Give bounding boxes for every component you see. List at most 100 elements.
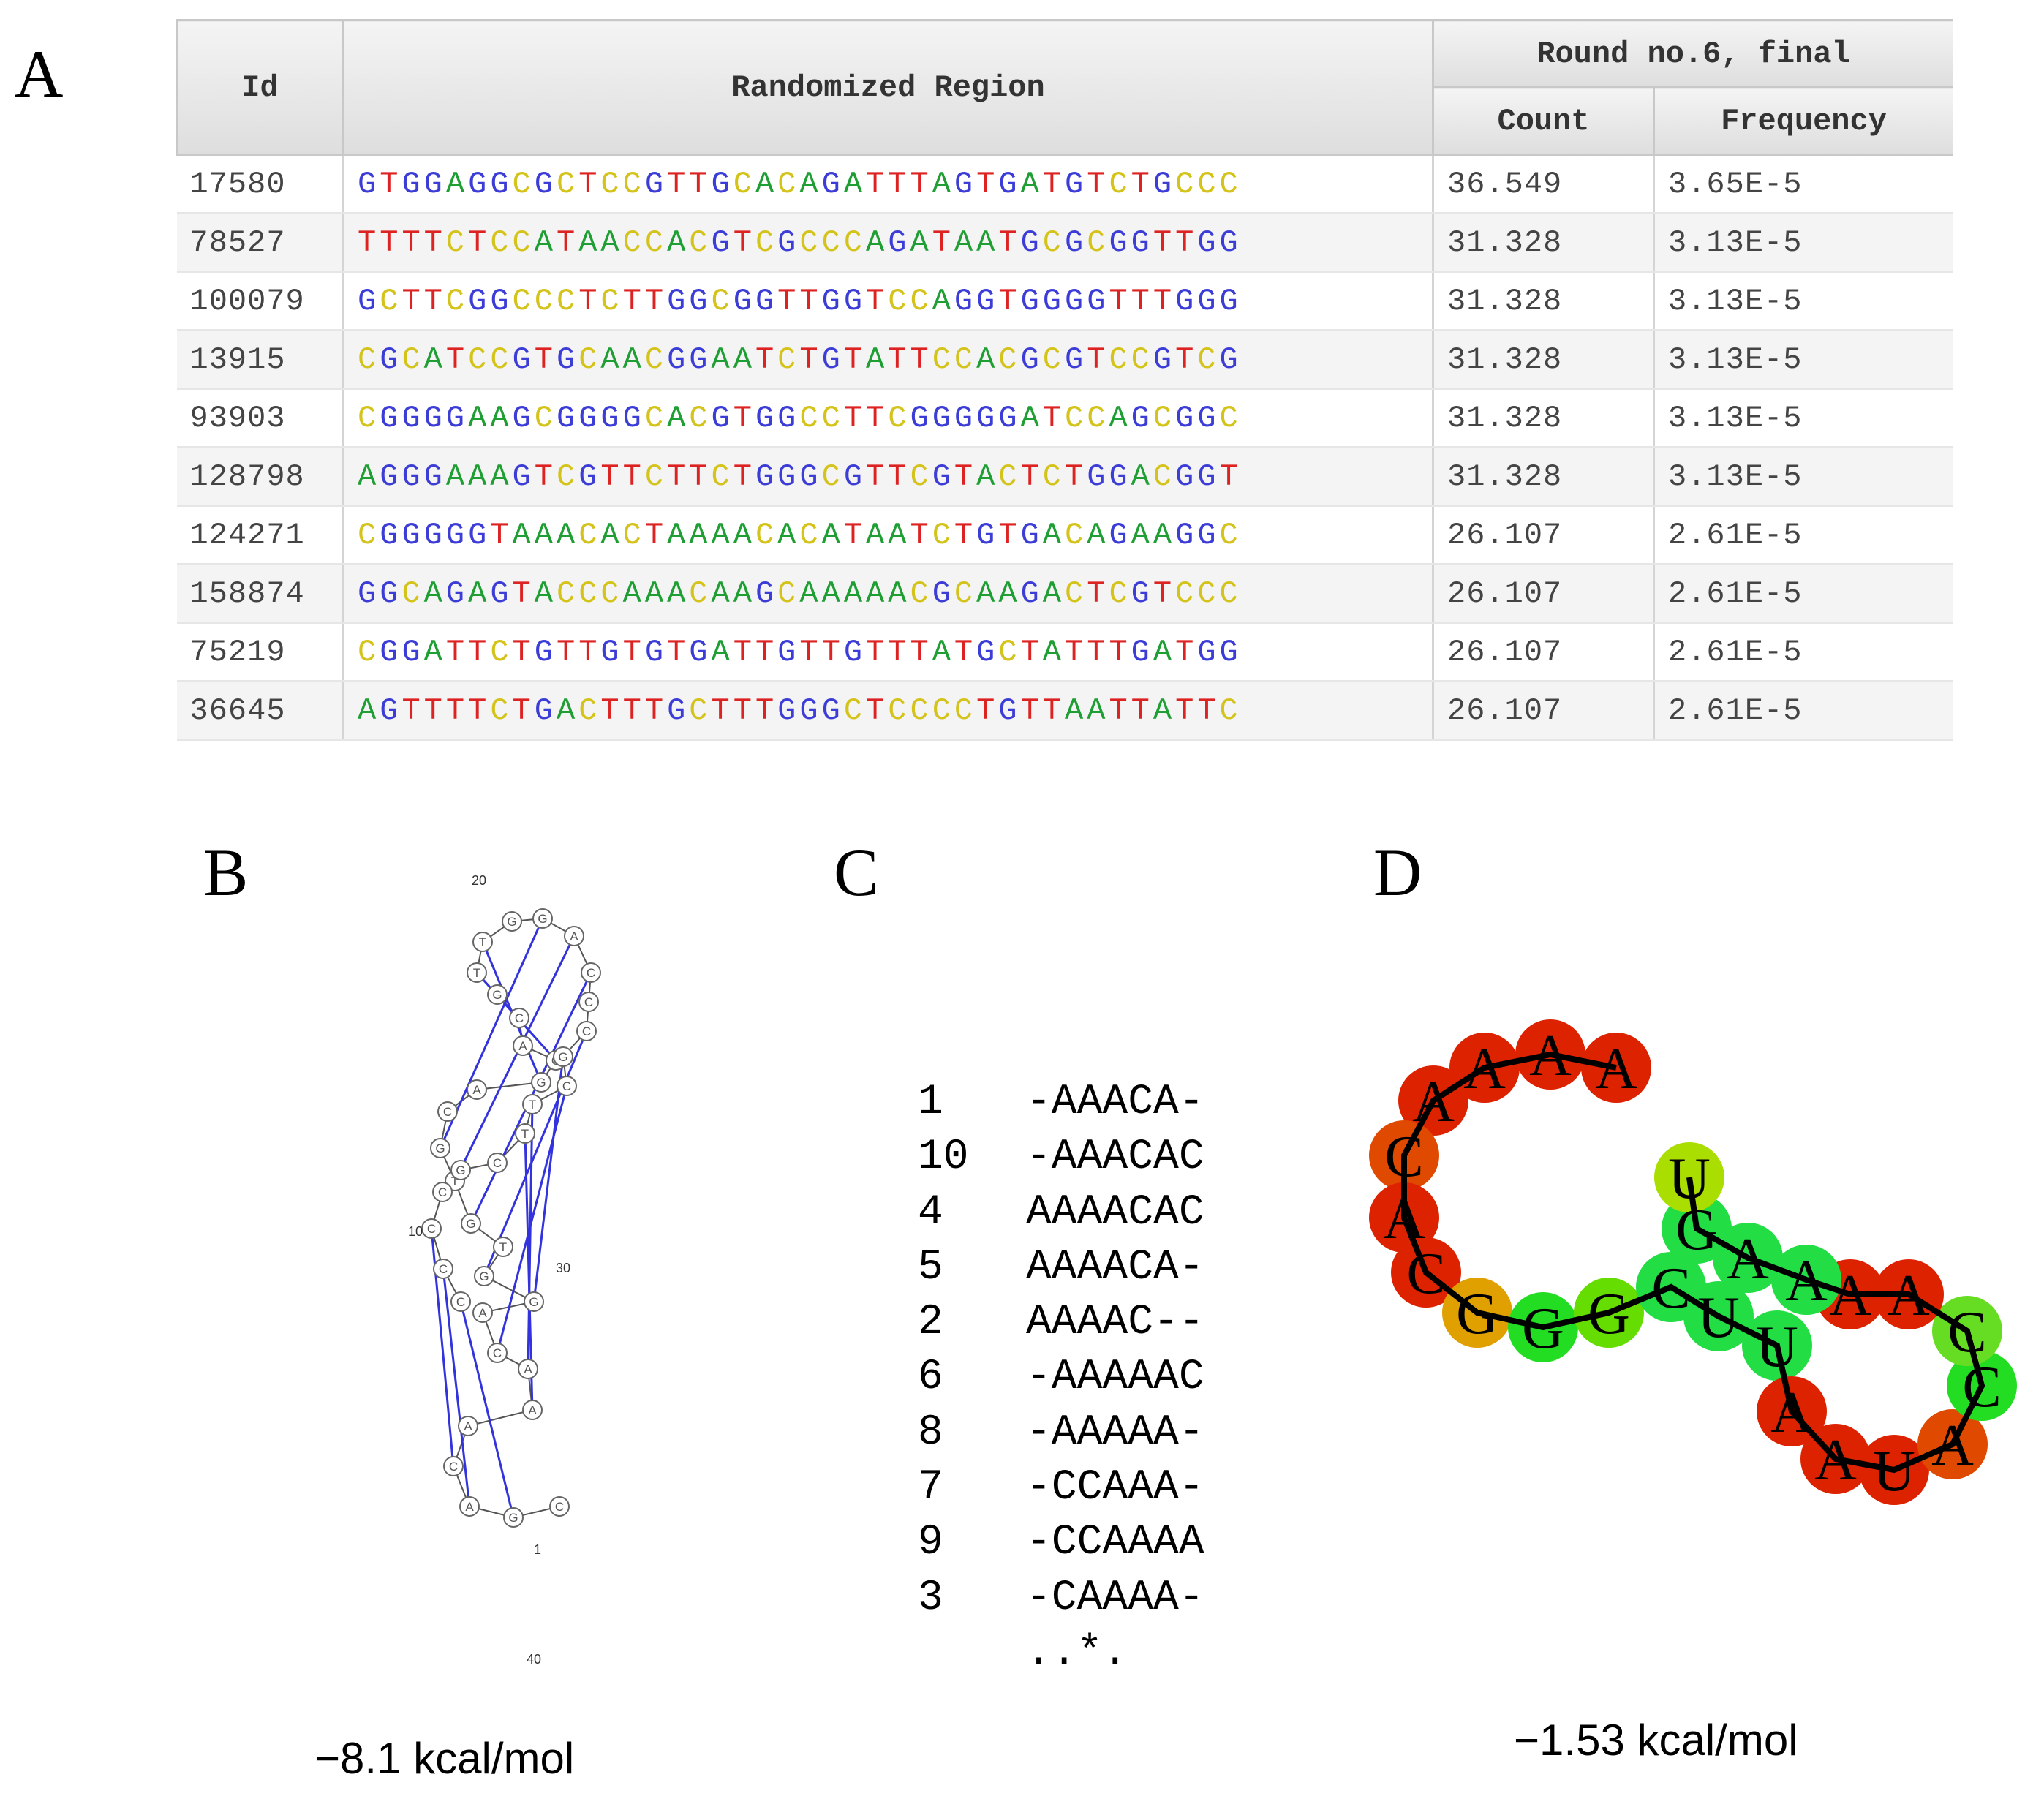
cell-id: 17580	[176, 154, 344, 214]
nucleotide-letter: A	[1383, 1187, 1425, 1251]
nucleotide-node: C	[557, 1076, 577, 1096]
cell-count: 31.328	[1433, 447, 1655, 507]
nucleotide-node: C	[578, 992, 599, 1012]
svg-text:G: G	[529, 1295, 538, 1309]
cell-frequency: 2.61E-5	[1653, 622, 1953, 682]
nucleotide-letter: A	[1412, 1070, 1455, 1134]
svg-text:C: C	[443, 1105, 452, 1119]
svg-text:A: A	[518, 1039, 527, 1053]
index-label: 1	[534, 1542, 541, 1557]
svg-text:T: T	[529, 1098, 536, 1112]
svg-text:T: T	[499, 1240, 507, 1254]
table-row[interactable]: 17580 GTGGAGGCGCTCCGTTGCACAGATTTAGTGATGTC…	[176, 154, 1953, 214]
table-row[interactable]: 78527 TTTTCTCCATAACCACGTCGCCCAGATAATGCGCG…	[176, 213, 1953, 273]
column-header-randomized-region[interactable]: Randomized Region	[342, 19, 1434, 156]
table-row[interactable]: 13915 CGCATCCGTGCAACGGAATCTGTATTCCACGCGTC…	[176, 330, 1953, 390]
svg-text:A: A	[528, 1403, 537, 1417]
nucleotide-node: A	[458, 1416, 478, 1436]
cell-randomized-region: CGGATTCTGTTGTGTGATTGTTGTTTATGCTATTTGATGG	[343, 622, 1434, 682]
svg-text:G: G	[479, 1270, 489, 1283]
alignment-row-sequence: -AAAAAC	[1026, 1354, 1204, 1402]
table-row[interactable]: 128798 AGGGAAAGTCGTTCTTCTGGGCGTTCGTACTCTG…	[176, 447, 1953, 507]
nucleotide-letter: C	[1947, 1300, 1986, 1365]
nucleotide-node: C	[487, 1153, 508, 1173]
nucleotide-node: G	[450, 1160, 471, 1180]
alignment-row-number: 3	[918, 1574, 943, 1622]
base-pair-line	[483, 1030, 588, 1277]
svg-text:G: G	[492, 988, 502, 1002]
cell-count: 36.549	[1433, 154, 1655, 214]
base-pair-line	[459, 1301, 515, 1518]
column-header-id[interactable]: Id	[176, 19, 344, 156]
cell-id: 100079	[176, 271, 344, 331]
column-header-count[interactable]: Count	[1432, 86, 1655, 156]
table-row[interactable]: 124271 CGGGGGTAAACACTAAAACACATAATCTGTGACA…	[176, 505, 1953, 565]
alignment-row: 3 -CAAAA-	[918, 1571, 1204, 1626]
nucleotide-node: C	[433, 1259, 453, 1279]
nucleotide-node: A	[513, 1035, 533, 1056]
nucleotide-node: A	[564, 926, 584, 946]
nucleotide-node: T	[472, 932, 493, 952]
svg-text:C: C	[456, 1295, 465, 1309]
alignment-row-sequence: -AAAAA-	[1026, 1408, 1204, 1457]
nucleotide-node: C	[437, 1101, 458, 1122]
alignment-row-sequence: -CAAAA-	[1026, 1574, 1204, 1622]
svg-text:C: C	[515, 1011, 524, 1025]
cell-frequency: 2.61E-5	[1653, 505, 1953, 565]
cell-id: 93903	[176, 388, 344, 448]
index-label: 20	[472, 873, 486, 888]
svg-text:T: T	[451, 1174, 459, 1188]
alignment-row: 8 -AAAAA-	[918, 1406, 1204, 1460]
cell-count: 26.107	[1433, 681, 1655, 741]
svg-text:A: A	[524, 1362, 532, 1376]
svg-text:G: G	[435, 1142, 445, 1155]
panel-label-a: A	[15, 37, 64, 111]
energy-d-label: −1.53 kcal/mol	[1514, 1716, 1798, 1765]
nucleotide-node: C	[421, 1218, 442, 1239]
table-row[interactable]: 100079 GCTTCGGCCCTCTTGGCGGTTGGTCCAGGTGGGG…	[176, 271, 1953, 331]
table-row[interactable]: 93903 CGGGGAAGCGGGGCACGTGGCCTTCGGGGGATCCA…	[176, 388, 1953, 448]
alignment-row: 6 -AAAAAC	[918, 1350, 1204, 1405]
cell-frequency: 3.13E-5	[1653, 447, 1953, 507]
table-row[interactable]: 75219 CGGATTCTGTTGTGTGATTGTTGTTTATGCTATTT…	[176, 622, 1953, 682]
alignment-row: 7 -CCAAA-	[918, 1460, 1204, 1515]
cell-randomized-region: AGTTTTCTGACTTTGCTTTGGGCTCCCCTGTTAATTATTC	[343, 681, 1434, 741]
nucleotide-letter: A	[1529, 1024, 1572, 1088]
cell-randomized-region: CGCATCCGTGCAACGGAATCTGTATTCCACGCGTCCGTCG	[343, 330, 1434, 390]
alignment-row-sequence: AAAACAC	[1026, 1188, 1204, 1237]
alignment-row-sequence: AAAAC--	[1026, 1299, 1204, 1347]
nucleotide-node: T	[522, 1094, 543, 1114]
nucleotide-node: C	[509, 1008, 529, 1028]
alignment-row-number: 10	[918, 1133, 969, 1182]
svg-text:C: C	[449, 1460, 458, 1474]
nucleotide-node: T	[493, 1237, 513, 1257]
nucleotide-node: G	[502, 911, 522, 932]
nucleotide-letter: A	[1727, 1227, 1769, 1291]
alignment-row-sequence: -CCAAAA	[1026, 1519, 1204, 1567]
nucleotide-node: T	[515, 1123, 535, 1144]
nucleotide-node: A	[522, 1400, 543, 1420]
nucleotide-letter: A	[1770, 1381, 1813, 1445]
backbone-line	[1401, 1051, 1985, 1474]
alignment-row-sequence: -CCAAA-	[1026, 1464, 1204, 1512]
nucleotide-node: A	[459, 1496, 480, 1517]
sequence-table-body: 17580 GTGGAGGCGCTCCGTTGCACAGATTTAGTGATGTC…	[176, 154, 1953, 741]
cell-count: 26.107	[1433, 622, 1655, 682]
svg-text:G: G	[466, 1217, 475, 1231]
table-row[interactable]: 36645 AGTTTTCTGACTTTGCTTTGGGCTCCCCTGTTAAT…	[176, 681, 1953, 741]
svg-text:C: C	[584, 995, 593, 1009]
nucleotide-letter: C	[1406, 1242, 1445, 1306]
cell-frequency: 2.61E-5	[1653, 681, 1953, 741]
nucleotide-node: G	[553, 1046, 573, 1067]
alignment-row-number: 2	[918, 1299, 943, 1347]
cell-randomized-region: GTGGAGGCGCTCCGTTGCACAGATTTAGTGATGTCTGCCC	[343, 154, 1434, 214]
cell-randomized-region: GGCAGAGTACCCAAACAAGCAAAAACGCAAGACTCGTCCC	[343, 564, 1434, 624]
table-row[interactable]: 158874 GGCAGAGTACCCAAACAAGCAAAAACGCAAGACT…	[176, 564, 1953, 624]
base-pair-line	[453, 935, 576, 1182]
alignment-row-sequence: -AAACAC	[1026, 1133, 1204, 1182]
svg-text:C: C	[439, 1262, 448, 1276]
structure-b-diagram: CGACAAACAGGTGTGCAGCACGTTGGACCCGCTTCGCCCC…	[408, 873, 601, 1667]
alignment-row: 4 AAAACAC	[918, 1185, 1204, 1240]
column-header-frequency[interactable]: Frequency	[1652, 86, 1953, 156]
cell-frequency: 3.13E-5	[1653, 330, 1953, 390]
